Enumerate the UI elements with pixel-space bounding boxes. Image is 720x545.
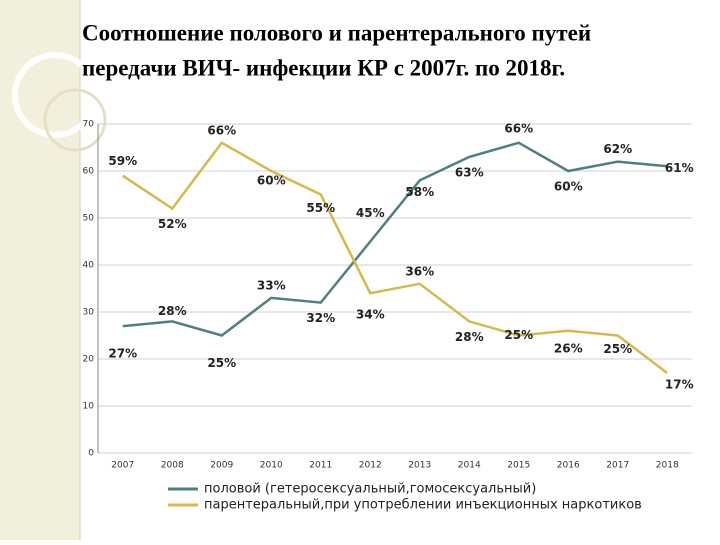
x-tick-label: 2010 (260, 461, 283, 471)
y-tick-label: 50 (83, 214, 95, 224)
x-tick-label: 2013 (408, 461, 431, 471)
y-tick-label: 70 (83, 120, 95, 130)
data-label: 58% (405, 185, 434, 199)
decor-circle (12, 52, 98, 138)
data-label: 27% (108, 347, 137, 361)
data-label: 55% (306, 201, 335, 215)
x-tick-label: 2014 (458, 461, 481, 471)
data-label: 25% (207, 356, 236, 370)
data-label: 33% (257, 278, 286, 292)
data-label: 45% (356, 206, 385, 220)
data-label: 66% (504, 121, 533, 135)
x-tick-label: 2008 (161, 461, 184, 471)
x-tick-label: 2017 (606, 461, 629, 471)
x-tick-label: 2012 (359, 461, 382, 471)
legend-label: половой (гетеросексуальный,гомосексуальн… (204, 482, 536, 497)
y-tick-label: 60 (83, 167, 95, 177)
data-label: 52% (158, 217, 187, 231)
title-line: передачи ВИЧ- инфекции КР с 2007г. по 20… (82, 55, 565, 80)
series-line (122, 141, 668, 337)
y-tick-label: 10 (83, 402, 95, 412)
x-tick-label: 2011 (309, 461, 332, 471)
x-tick-label: 2009 (210, 461, 233, 471)
data-label: 34% (356, 308, 385, 322)
side-band (0, 0, 80, 540)
data-label: 26% (554, 341, 583, 355)
legend-label: парентеральный,при употреблении инъекцио… (204, 498, 642, 513)
y-tick-label: 30 (83, 308, 95, 318)
x-tick-label: 2016 (557, 461, 580, 471)
data-label: 36% (405, 264, 434, 278)
data-label: 66% (207, 123, 236, 137)
data-label: 25% (603, 342, 632, 356)
data-label: 59% (108, 154, 137, 168)
series-line (122, 141, 669, 375)
data-label: 60% (554, 180, 583, 194)
x-tick-label: 2018 (656, 461, 679, 471)
data-label: 60% (257, 174, 286, 188)
data-label: 17% (665, 378, 694, 392)
data-label: 25% (504, 328, 533, 342)
x-tick-label: 2015 (507, 461, 530, 471)
data-label: 28% (455, 330, 484, 344)
data-label: 28% (158, 304, 187, 318)
x-tick-label: 2007 (111, 461, 134, 471)
y-tick-label: 0 (88, 449, 94, 459)
data-label: 61% (665, 161, 694, 175)
y-tick-label: 40 (83, 261, 95, 271)
data-label: 32% (306, 311, 335, 325)
title-line: Соотношение полового и парентерального п… (82, 20, 591, 45)
decor-circle (43, 88, 107, 152)
y-tick-label: 20 (83, 355, 95, 365)
data-label: 63% (455, 165, 484, 179)
data-label: 62% (603, 142, 632, 156)
